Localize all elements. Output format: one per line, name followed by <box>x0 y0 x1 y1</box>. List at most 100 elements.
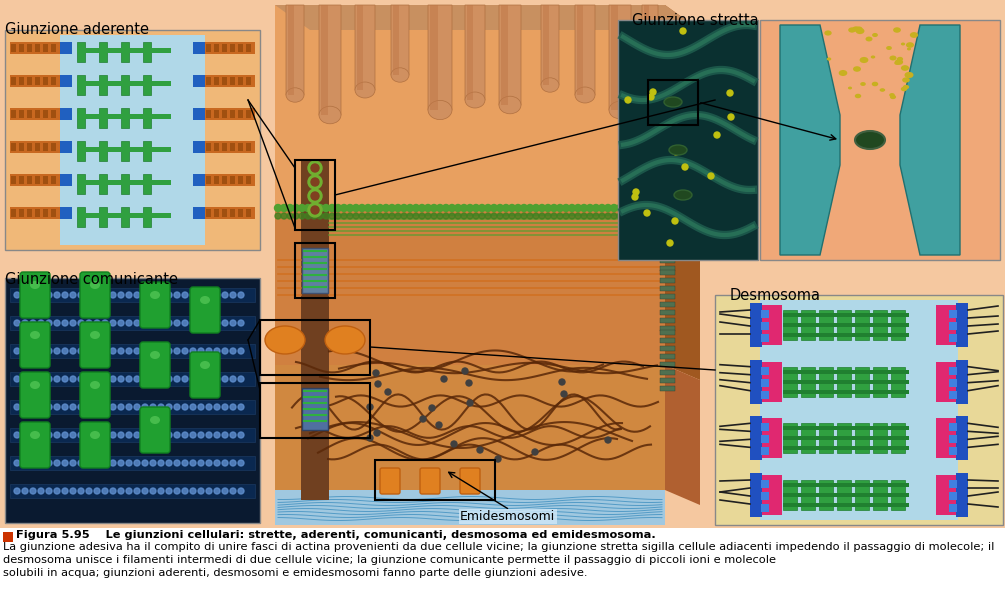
Bar <box>660 354 675 359</box>
Bar <box>891 480 905 510</box>
Circle shape <box>623 213 629 219</box>
Circle shape <box>222 488 228 494</box>
Bar <box>27 77 32 85</box>
Bar <box>10 372 255 386</box>
Bar <box>193 75 205 87</box>
Circle shape <box>38 488 44 494</box>
Bar <box>660 338 675 343</box>
FancyBboxPatch shape <box>428 5 452 110</box>
Circle shape <box>569 204 576 211</box>
Circle shape <box>625 97 631 103</box>
Bar <box>783 427 909 430</box>
Bar <box>43 110 48 118</box>
Circle shape <box>230 404 236 410</box>
Bar <box>288 5 294 95</box>
Circle shape <box>401 204 407 211</box>
Bar <box>27 110 32 118</box>
FancyBboxPatch shape <box>20 322 50 368</box>
Bar <box>214 143 219 151</box>
Circle shape <box>429 405 435 411</box>
Circle shape <box>206 404 212 410</box>
Bar <box>783 367 797 397</box>
Bar <box>936 418 958 458</box>
Bar <box>0 528 1005 606</box>
Bar <box>77 48 171 53</box>
FancyBboxPatch shape <box>642 5 658 80</box>
Bar <box>230 110 235 118</box>
Bar <box>750 303 762 347</box>
Circle shape <box>545 204 552 211</box>
Circle shape <box>214 292 220 298</box>
Circle shape <box>198 460 204 466</box>
Circle shape <box>46 488 52 494</box>
Circle shape <box>521 204 528 211</box>
Circle shape <box>102 376 108 382</box>
Circle shape <box>126 404 132 410</box>
Circle shape <box>118 348 124 354</box>
Bar <box>956 473 968 517</box>
Circle shape <box>158 348 164 354</box>
Text: Giunzione stretta: Giunzione stretta <box>632 13 759 28</box>
Bar <box>246 209 251 217</box>
Circle shape <box>557 204 564 211</box>
Circle shape <box>214 320 220 326</box>
Circle shape <box>238 292 244 298</box>
Circle shape <box>323 213 329 219</box>
Bar <box>660 242 675 247</box>
Bar <box>246 44 251 52</box>
Bar <box>222 77 227 85</box>
Circle shape <box>118 320 124 326</box>
Circle shape <box>110 404 116 410</box>
Circle shape <box>198 432 204 438</box>
Ellipse shape <box>907 47 912 50</box>
Circle shape <box>142 432 148 438</box>
Ellipse shape <box>664 97 682 107</box>
Circle shape <box>62 460 68 466</box>
Circle shape <box>509 204 516 211</box>
Bar <box>783 447 909 450</box>
FancyBboxPatch shape <box>420 468 440 494</box>
Circle shape <box>182 292 188 298</box>
Bar <box>891 367 905 397</box>
Polygon shape <box>780 25 840 255</box>
Circle shape <box>359 204 366 211</box>
Circle shape <box>14 376 20 382</box>
Circle shape <box>673 149 679 155</box>
Circle shape <box>86 292 92 298</box>
Bar <box>760 362 782 402</box>
Ellipse shape <box>391 68 409 82</box>
Bar <box>60 35 205 245</box>
Bar <box>246 77 251 85</box>
Bar <box>760 418 782 458</box>
Ellipse shape <box>839 70 847 76</box>
Bar <box>121 42 129 62</box>
Bar <box>936 475 958 515</box>
Circle shape <box>497 213 502 219</box>
Circle shape <box>30 320 36 326</box>
Circle shape <box>174 348 180 354</box>
Bar <box>660 386 675 391</box>
Circle shape <box>559 379 565 385</box>
Circle shape <box>214 460 220 466</box>
Bar <box>10 174 60 186</box>
Bar <box>11 44 16 52</box>
Circle shape <box>680 28 686 34</box>
Circle shape <box>134 320 140 326</box>
FancyBboxPatch shape <box>319 5 341 115</box>
Circle shape <box>62 348 68 354</box>
Circle shape <box>38 432 44 438</box>
Bar <box>77 141 85 161</box>
Ellipse shape <box>30 331 40 339</box>
Circle shape <box>110 292 116 298</box>
Bar <box>949 367 957 375</box>
Circle shape <box>70 404 76 410</box>
Circle shape <box>86 348 92 354</box>
Bar <box>77 180 171 185</box>
Circle shape <box>94 404 100 410</box>
Ellipse shape <box>325 326 365 354</box>
Circle shape <box>198 320 204 326</box>
Circle shape <box>86 460 92 466</box>
Bar <box>275 365 665 495</box>
Circle shape <box>401 213 407 219</box>
Circle shape <box>166 376 172 382</box>
